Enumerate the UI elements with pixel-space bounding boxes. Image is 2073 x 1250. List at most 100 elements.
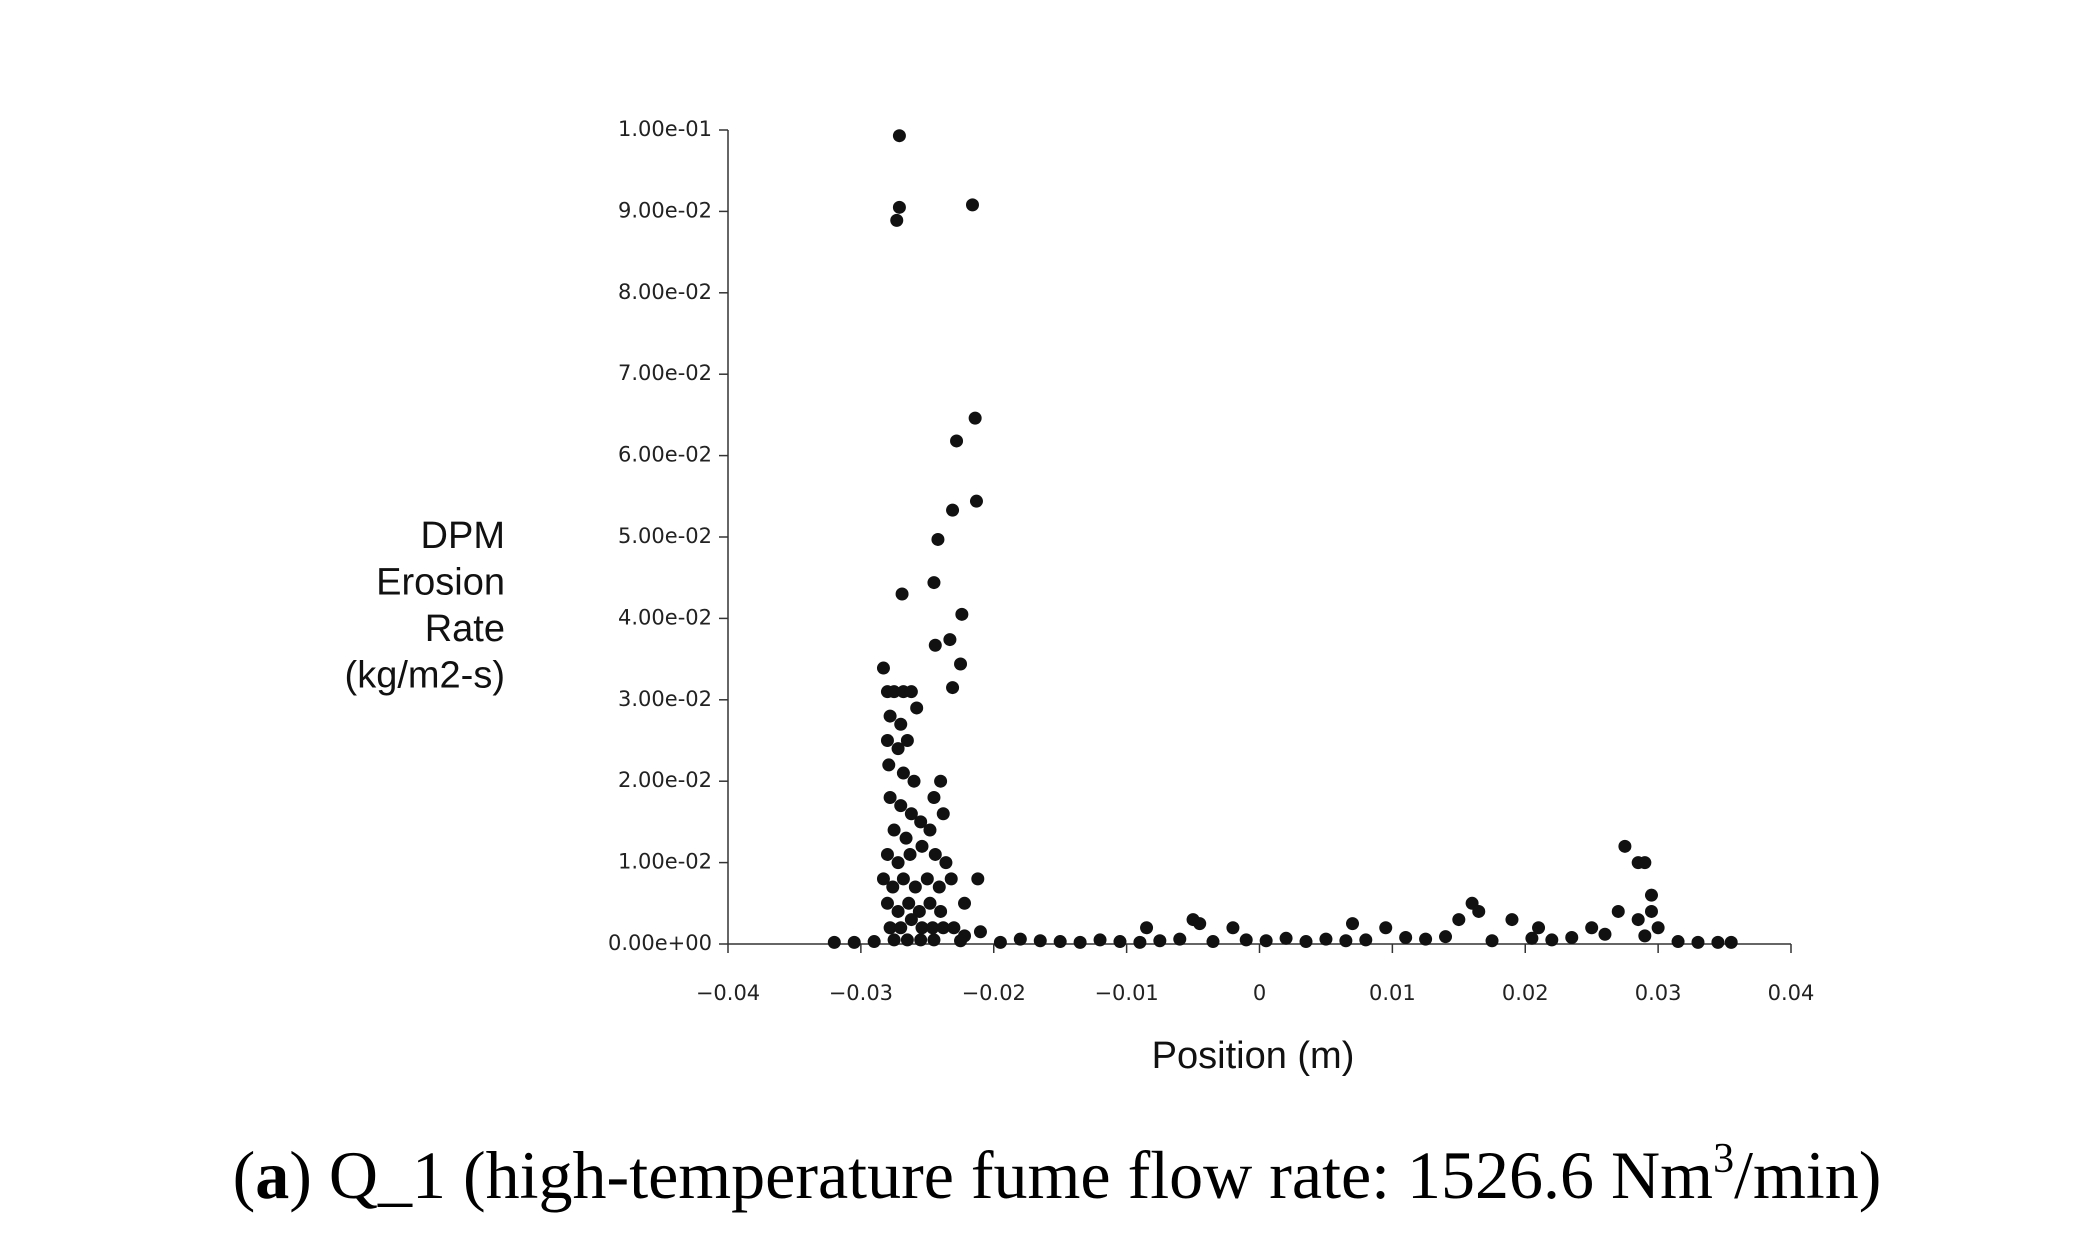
x-axis-label: Position (m): [1152, 1035, 1355, 1077]
caption-letter: a: [255, 1137, 289, 1213]
point: [883, 709, 897, 723]
point: [927, 933, 941, 947]
point: [1452, 913, 1466, 927]
point: [1644, 888, 1658, 902]
x-tick-label: 0: [1253, 981, 1266, 1005]
y-tick-label: 3.00e-02: [618, 687, 712, 711]
point: [880, 896, 894, 910]
x-tick-label: −0.03: [829, 981, 893, 1005]
point: [969, 494, 983, 508]
point: [1691, 935, 1705, 949]
y-axis-label-line: DPM: [421, 515, 505, 557]
caption-open: (: [233, 1137, 256, 1213]
point: [1093, 933, 1107, 947]
point: [902, 896, 916, 910]
point: [892, 200, 906, 214]
point: [954, 934, 968, 948]
point: [1618, 839, 1632, 853]
point: [1379, 921, 1393, 935]
y-axis-label-line: (kg/m2-s): [345, 655, 505, 697]
point: [965, 198, 979, 212]
point: [876, 872, 890, 886]
point: [1399, 930, 1413, 944]
point: [928, 847, 942, 861]
point: [1339, 934, 1353, 948]
point: [1279, 931, 1293, 945]
point: [847, 935, 861, 949]
point: [1053, 935, 1067, 949]
y-tick-label: 6.00e-02: [618, 443, 712, 467]
point: [827, 935, 841, 949]
y-tick-label: 7.00e-02: [618, 361, 712, 385]
x-tick-label: 0.02: [1502, 981, 1549, 1005]
point: [1631, 913, 1645, 927]
y-tick-label: 1.00e-01: [618, 117, 712, 141]
point: [883, 790, 897, 804]
point: [1346, 917, 1360, 931]
point: [880, 734, 894, 747]
point: [934, 774, 948, 788]
point: [1133, 935, 1147, 949]
y-tick-label: 5.00e-02: [618, 524, 712, 548]
point: [1651, 921, 1665, 935]
point: [927, 576, 941, 590]
x-tick-label: −0.04: [696, 981, 760, 1005]
point: [1173, 932, 1187, 946]
point: [1598, 927, 1612, 941]
point: [882, 758, 896, 772]
point: [939, 856, 953, 870]
point: [1585, 921, 1599, 935]
point: [887, 933, 901, 947]
point: [908, 880, 922, 894]
point: [1013, 932, 1027, 946]
y-tick-label: 2.00e-02: [618, 768, 712, 792]
point: [912, 904, 926, 918]
point: [1113, 935, 1127, 949]
point: [876, 661, 890, 675]
point: [895, 587, 909, 601]
point: [1532, 921, 1546, 935]
point: [958, 896, 972, 910]
point: [1724, 935, 1738, 949]
point: [1073, 935, 1087, 949]
point: [931, 532, 945, 546]
point: [946, 503, 960, 517]
point: [1153, 934, 1167, 948]
point: [973, 925, 987, 939]
point: [894, 717, 908, 731]
point: [891, 742, 905, 756]
point: [900, 734, 914, 747]
point: [1193, 917, 1207, 931]
point: [950, 434, 964, 448]
point: [891, 856, 905, 870]
point: [1565, 930, 1579, 944]
point: [894, 799, 908, 813]
point: [993, 935, 1007, 949]
point: [1711, 935, 1725, 949]
point: [947, 921, 961, 935]
point: [923, 823, 937, 837]
point: [892, 129, 906, 143]
point: [903, 847, 917, 861]
point: [927, 790, 941, 804]
point: [936, 807, 950, 821]
point: [923, 896, 937, 910]
point: [1611, 904, 1625, 918]
x-tick-label: −0.02: [962, 981, 1026, 1005]
x-tick-label: 0.04: [1768, 981, 1815, 1005]
point: [1239, 933, 1253, 947]
point: [936, 921, 950, 935]
x-tick-label: −0.01: [1094, 981, 1158, 1005]
point: [887, 685, 901, 699]
point: [971, 872, 985, 886]
point: [1472, 904, 1486, 918]
point: [910, 701, 924, 715]
y-tick-label: 0.00e+00: [608, 931, 712, 955]
point: [914, 933, 928, 947]
point: [954, 657, 968, 671]
point: [1319, 932, 1333, 946]
point: [1226, 921, 1240, 935]
point: [1033, 934, 1047, 948]
y-tick-label: 4.00e-02: [618, 605, 712, 629]
